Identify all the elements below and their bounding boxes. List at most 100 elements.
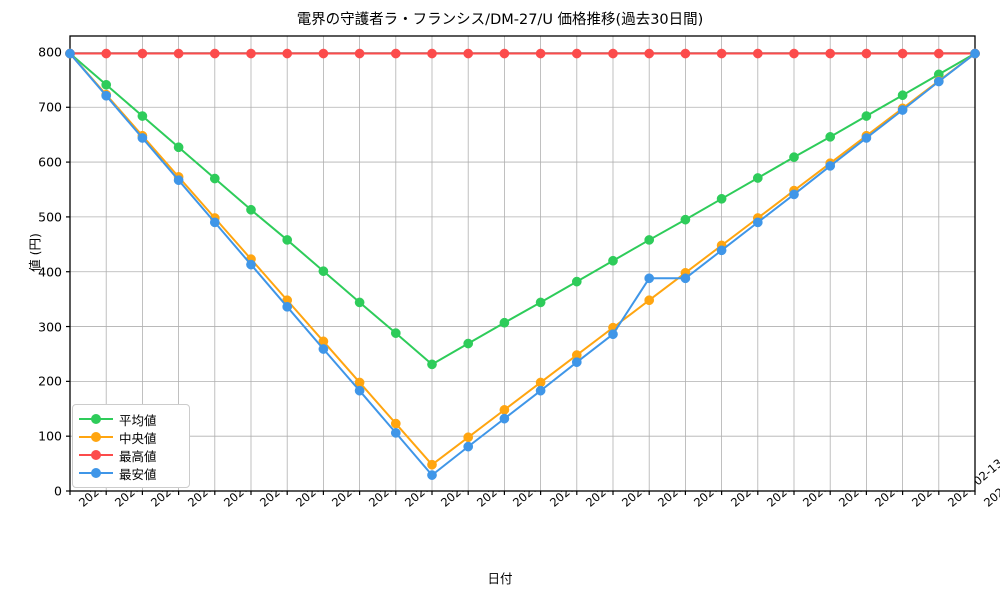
data-point (246, 48, 256, 59)
data-point (101, 48, 112, 59)
data-point (571, 48, 582, 59)
data-point (390, 48, 401, 59)
data-point (427, 470, 437, 480)
data-point (825, 48, 836, 59)
legend-item-3[interactable]: 最高値 (79, 446, 183, 464)
data-point (209, 173, 220, 184)
data-point (246, 204, 256, 215)
data-point (571, 357, 582, 368)
data-point (318, 266, 329, 277)
legend-label: 中央値 (119, 430, 157, 446)
data-point (861, 133, 872, 143)
data-point (752, 217, 763, 228)
y-tick-label: 700 (38, 99, 62, 115)
series-4 (65, 48, 980, 480)
y-tick-label: 500 (38, 209, 62, 225)
data-point (246, 259, 256, 270)
data-point (282, 301, 293, 312)
data-point (897, 90, 908, 101)
data-point (897, 48, 908, 59)
data-point (608, 48, 618, 59)
data-point (644, 235, 655, 245)
data-point (680, 273, 691, 284)
data-point (354, 385, 365, 396)
data-point (789, 152, 799, 162)
data-point (463, 432, 474, 443)
data-point (427, 48, 437, 59)
data-point (427, 459, 437, 470)
data-point (390, 328, 401, 338)
legend-marker-icon (79, 466, 113, 480)
data-point (716, 245, 727, 256)
series-line (69, 52, 976, 477)
data-point (752, 173, 763, 183)
data-point (318, 48, 329, 59)
data-point (535, 297, 546, 308)
y-tick-label: 0 (54, 483, 62, 499)
data-point (752, 48, 763, 59)
data-point (789, 189, 799, 200)
data-point (861, 48, 872, 59)
data-point (716, 193, 727, 204)
legend-item-2[interactable]: 中央値 (79, 428, 183, 446)
data-point (644, 295, 655, 306)
legend-label: 平均値 (119, 412, 157, 428)
data-point (318, 344, 329, 354)
data-point (282, 235, 293, 245)
data-point (499, 317, 510, 328)
x-axis-label: 日付 (487, 571, 513, 586)
data-point (535, 377, 546, 388)
data-point (101, 79, 112, 90)
data-point (571, 276, 582, 287)
chart-title: 電界の守護者ラ・フランシス/DM-27/U 価格推移(過去30日間) (296, 12, 704, 28)
data-point (137, 48, 148, 59)
data-point (825, 132, 836, 142)
plot-frame (69, 35, 976, 492)
y-tick-label: 600 (38, 154, 62, 170)
data-point (390, 428, 401, 438)
data-point (209, 217, 220, 228)
data-point (173, 48, 184, 59)
plot-background (70, 36, 975, 491)
legend-item-4[interactable]: 最安値 (79, 464, 183, 482)
data-point (825, 161, 836, 171)
data-point (354, 48, 365, 59)
data-point (933, 48, 944, 59)
chart-legend: 平均値中央値 最高値 最安値 (72, 404, 190, 488)
y-tick-label: 200 (38, 373, 62, 389)
data-point (644, 273, 655, 284)
series-line (69, 52, 976, 366)
data-point (861, 111, 872, 121)
data-point (173, 175, 184, 186)
data-point (680, 48, 691, 59)
data-point (680, 214, 691, 225)
legend-marker-icon (79, 412, 113, 426)
data-point (499, 405, 510, 415)
data-point (933, 76, 944, 87)
legend-marker-icon (79, 430, 113, 444)
data-point (644, 48, 655, 59)
data-point (608, 329, 618, 340)
data-point (789, 48, 799, 59)
data-point (970, 48, 980, 59)
data-point (463, 48, 474, 59)
data-point (137, 111, 148, 121)
data-point (101, 90, 112, 101)
data-point (535, 48, 546, 59)
data-point (137, 133, 148, 143)
data-point (499, 413, 510, 424)
data-point (390, 418, 401, 429)
y-tick-label: 100 (38, 428, 62, 444)
data-point (65, 48, 75, 59)
y-tick-label: 800 (38, 44, 62, 60)
data-point (354, 297, 365, 308)
data-point (897, 105, 908, 115)
legend-item-1[interactable]: 平均値 (79, 410, 183, 428)
data-point (282, 48, 293, 59)
data-point (716, 48, 727, 59)
data-point (535, 385, 546, 396)
data-point (173, 142, 184, 153)
data-point (463, 441, 474, 452)
